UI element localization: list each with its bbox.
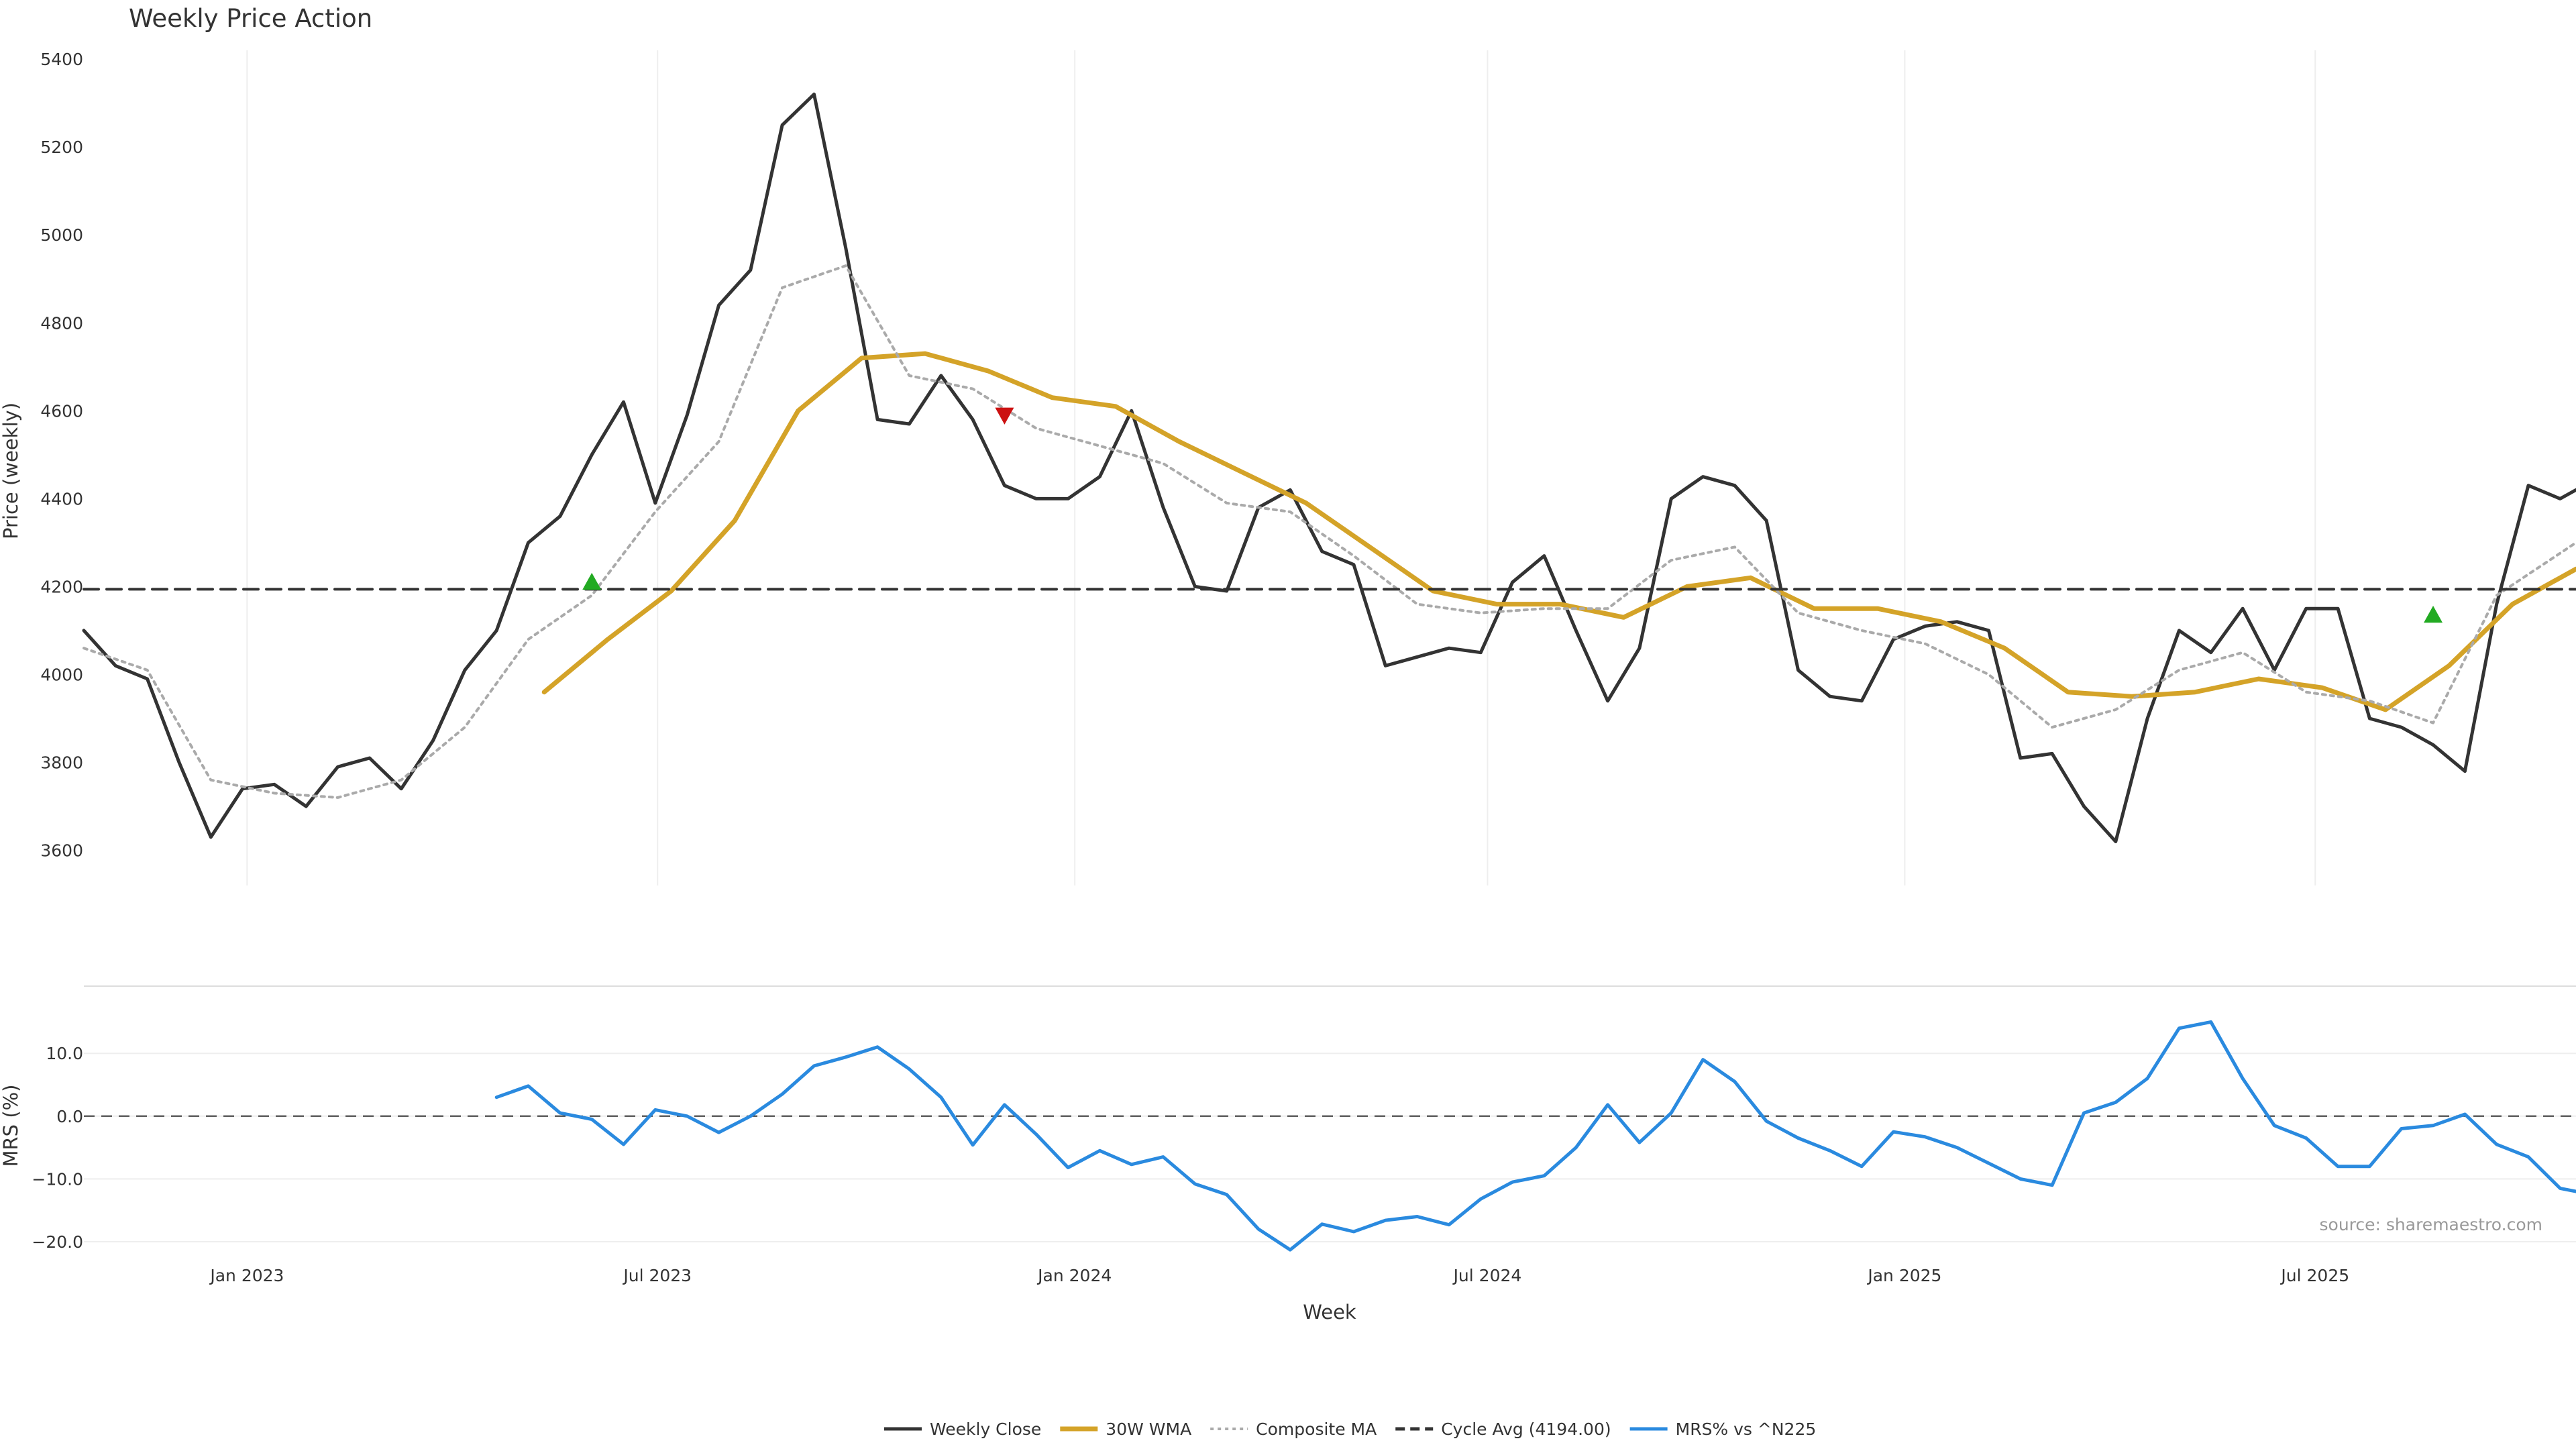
- x-tick-label: Jan 2024: [1036, 1266, 1112, 1285]
- mrs-series: [494, 1020, 2576, 1252]
- main-grid: [246, 50, 2316, 885]
- mrs-y-tick-label: −20.0: [32, 1232, 83, 1252]
- main-series: [82, 93, 2576, 843]
- legend-label-weekly-close: Weekly Close: [930, 1419, 1041, 1439]
- mrs-y-ticks: −20.0 −10.0 0.0 10.0: [32, 1044, 83, 1252]
- y-tick-label: 4800: [40, 313, 83, 333]
- y-tick-label: 3600: [40, 841, 83, 861]
- mrs-y-tick-label: 0.0: [56, 1107, 83, 1126]
- y-tick-label: 4600: [40, 401, 83, 421]
- series-30w-wma: [541, 351, 2576, 712]
- mrs-y-tick-label: 10.0: [46, 1044, 83, 1063]
- legend-label-cycle-avg-4194-00: Cycle Avg (4194.00): [1441, 1419, 1611, 1439]
- x-tick-label: Jul 2025: [2279, 1266, 2349, 1285]
- y-tick-label: 5400: [40, 50, 83, 69]
- series-weekly-close: [82, 93, 2576, 843]
- x-tick-label: Jan 2023: [209, 1266, 284, 1285]
- buy-signal-marker: [582, 572, 602, 590]
- x-axis-label: Week: [1303, 1301, 1356, 1324]
- source-note: source: sharemaestro.com: [2320, 1215, 2543, 1234]
- y-tick-label: 5200: [40, 138, 83, 157]
- chart-title: Weekly Price Action: [129, 4, 372, 33]
- legend: Weekly Close 30W WMA Composite MA Cycle Avg…: [884, 1419, 1816, 1439]
- legend-label-mrs-vs-n225: MRS% vs ^N225: [1676, 1419, 1817, 1439]
- mrs-y-axis-label: MRS (%): [0, 1085, 22, 1167]
- y-tick-label: 5000: [40, 225, 83, 245]
- series-mrs-vs-n225: [494, 1020, 2576, 1252]
- x-ticks: Jan 2023 Jul 2023 Jan 2024 Jul 2024 Jan 2025…: [209, 1266, 2349, 1285]
- x-tick-label: Jul 2024: [1452, 1266, 1522, 1285]
- legend-label-composite-ma: Composite MA: [1256, 1419, 1377, 1439]
- y-tick-label: 3800: [40, 753, 83, 773]
- buy-signal-marker: [2424, 606, 2443, 623]
- main-y-ticks: 3600 3800 4000 4200 4400 4600 4800 5000 5200 5400: [40, 50, 83, 860]
- x-tick-label: Jan 2025: [1866, 1266, 1941, 1285]
- series-composite-ma: [83, 264, 2576, 799]
- y-tick-label: 4200: [40, 577, 83, 596]
- mrs-y-tick-label: −10.0: [32, 1169, 83, 1189]
- y-tick-label: 4400: [40, 489, 83, 508]
- signal-markers: [582, 407, 2443, 623]
- legend-label-30w-wma: 30W WMA: [1106, 1419, 1191, 1439]
- sell-signal-marker: [995, 407, 1014, 425]
- mrs-grid: [84, 1053, 2576, 1242]
- y-tick-label: 4000: [40, 665, 83, 684]
- main-y-axis-label: Price (weekly): [0, 402, 22, 539]
- x-tick-label: Jul 2023: [622, 1266, 692, 1285]
